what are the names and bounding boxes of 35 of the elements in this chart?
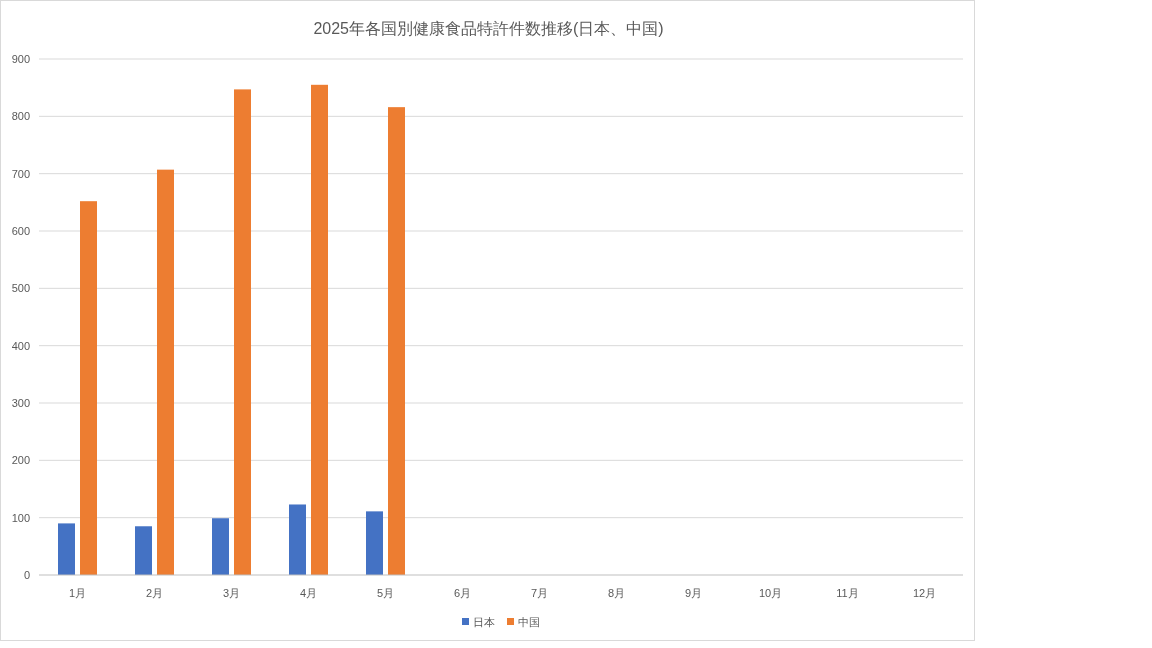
x-tick-label: 7月 [530, 587, 549, 599]
bar [157, 169, 174, 575]
x-tick-label: 9月 [684, 587, 703, 599]
bar [366, 511, 383, 575]
bar [58, 523, 75, 575]
chart-title: 2025年各国別健康食品特許件数推移(日本、中国) [313, 20, 664, 37]
y-tick-label: 700 [11, 167, 30, 180]
x-tick-label: 4月 [299, 587, 318, 599]
legend-label: 中国 [518, 616, 540, 628]
x-tick-label: 6月 [453, 587, 472, 599]
bar [234, 89, 251, 575]
y-tick-label: 0 [23, 569, 30, 581]
y-tick-label: 200 [11, 454, 30, 467]
x-tick-label: 5月 [376, 587, 395, 599]
x-tick-label: 12月 [912, 587, 937, 599]
y-tick-label: 500 [11, 282, 30, 295]
bar [212, 518, 229, 575]
bar [289, 504, 306, 575]
legend-label: 日本 [473, 616, 495, 628]
bar [388, 107, 405, 575]
bar [80, 201, 97, 575]
y-tick-label: 400 [11, 339, 30, 352]
x-tick-label: 8月 [607, 587, 626, 599]
y-tick-label: 100 [11, 511, 30, 524]
bar [135, 526, 152, 575]
y-tick-label: 600 [11, 225, 30, 237]
x-tick-label: 11月 [836, 587, 859, 599]
bar [311, 84, 328, 575]
y-tick-label: 800 [11, 110, 30, 123]
y-tick-label: 900 [11, 53, 30, 65]
x-tick-label: 2月 [145, 587, 164, 599]
x-tick-label: 3月 [222, 587, 241, 599]
x-tick-label: 1月 [68, 587, 87, 599]
y-tick-label: 300 [11, 397, 30, 409]
x-tick-label: 10月 [758, 587, 783, 599]
